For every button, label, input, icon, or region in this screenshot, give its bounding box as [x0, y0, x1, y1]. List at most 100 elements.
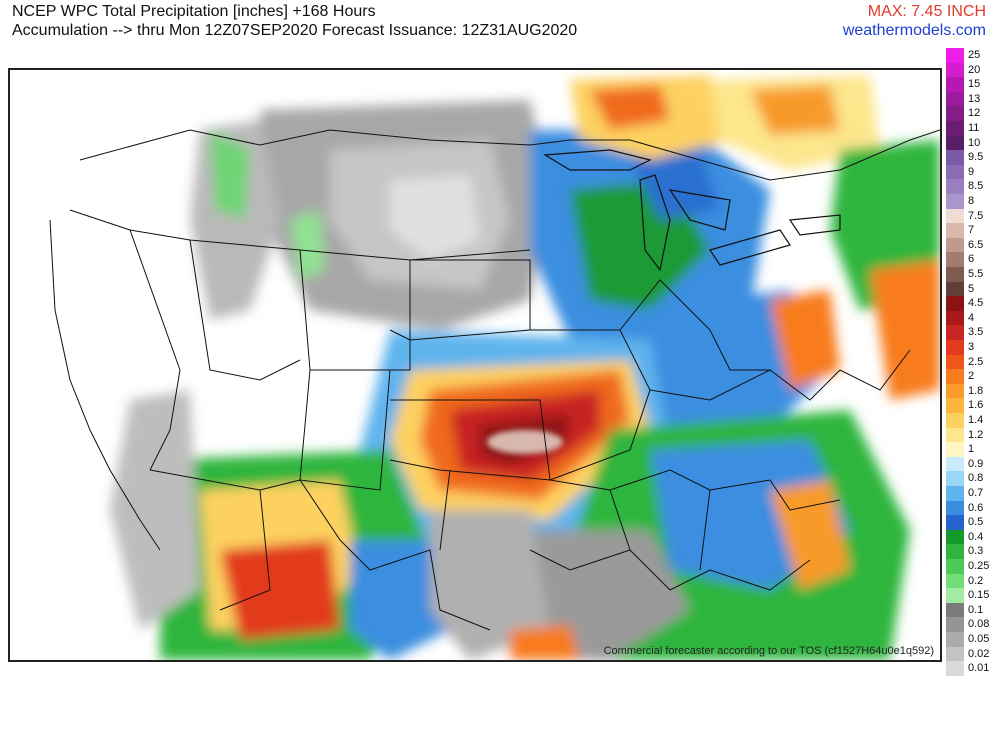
- legend-swatch: [946, 617, 964, 632]
- legend-label: 0.5: [968, 516, 984, 529]
- legend-swatch: [946, 325, 964, 340]
- legend-label: 0.8: [968, 472, 984, 485]
- legend-row: 1.2: [946, 427, 996, 443]
- legend-label: 3.5: [968, 326, 984, 339]
- legend-row: 3.5: [946, 325, 996, 340]
- legend-row: 9.5: [946, 150, 996, 165]
- legend-label: 4: [968, 311, 975, 324]
- legend-row: 13: [946, 91, 996, 107]
- max-precip-label: MAX: 7.45 INCH: [867, 3, 986, 20]
- tos-watermark: Commercial forecaster according to our T…: [603, 645, 934, 657]
- legend-swatch: [946, 223, 964, 238]
- legend-row: 7: [946, 223, 996, 238]
- legend-swatch: [946, 442, 964, 457]
- legend-label: 9.5: [968, 151, 984, 164]
- site-watermark: weathermodels.com: [842, 22, 986, 39]
- legend-label: 2.5: [968, 355, 984, 368]
- legend-row: 2.5: [946, 354, 996, 370]
- legend-swatch: [946, 573, 964, 589]
- legend-label: 1: [968, 443, 975, 456]
- legend-label: 20: [968, 63, 981, 76]
- legend-swatch: [946, 354, 964, 370]
- legend-label: 0.08: [968, 618, 990, 631]
- legend-row: 0.05: [946, 632, 996, 647]
- legend-row: 8.5: [946, 179, 996, 194]
- legend-label: 5: [968, 282, 975, 295]
- legend-row: 1.8: [946, 383, 996, 399]
- map-canvas: [49, 75, 940, 660]
- legend-row: 0.7: [946, 486, 996, 501]
- precip-field: [110, 75, 940, 660]
- legend-label: 0.9: [968, 457, 984, 470]
- legend-swatch: [946, 427, 964, 443]
- legend-swatch: [946, 646, 964, 662]
- legend-label: 12: [968, 107, 981, 120]
- precipitation-map: Commercial forecaster according to our T…: [8, 68, 942, 662]
- legend-swatch: [946, 194, 964, 209]
- legend-row: 1: [946, 442, 996, 457]
- legend-swatch: [946, 281, 964, 297]
- legend-swatch: [946, 106, 964, 121]
- legend-row: 9: [946, 164, 996, 180]
- legend-swatch: [946, 500, 964, 516]
- legend-swatch: [946, 486, 964, 501]
- legend-row: 0.25: [946, 559, 996, 574]
- legend-label: 7.5: [968, 209, 984, 222]
- legend-label: 0.3: [968, 545, 984, 558]
- legend-label: 25: [968, 49, 981, 61]
- legend-swatch: [946, 661, 964, 676]
- legend-label: 0.01: [968, 662, 990, 675]
- legend-label: 11: [968, 122, 980, 134]
- legend-row: 0.5: [946, 515, 996, 530]
- legend-row: 0.1: [946, 602, 996, 618]
- legend-label: 0.7: [968, 487, 984, 499]
- legend-row: 1.4: [946, 413, 996, 428]
- legend-label: 1.4: [968, 414, 984, 426]
- legend-swatch: [946, 179, 964, 194]
- legend-swatch: [946, 150, 964, 165]
- legend-swatch: [946, 413, 964, 428]
- legend-swatch: [946, 252, 964, 267]
- legend-swatch: [946, 237, 964, 253]
- legend-swatch: [946, 398, 964, 413]
- legend-row: 4.5: [946, 296, 996, 311]
- legend-row: 3: [946, 340, 996, 355]
- legend-label: 0.02: [968, 647, 990, 660]
- legend-label: 1.2: [968, 428, 984, 441]
- legend-swatch: [946, 310, 964, 326]
- legend-swatch: [946, 559, 964, 574]
- legend-swatch: [946, 267, 964, 282]
- legend-swatch: [946, 91, 964, 107]
- legend-row: 5.5: [946, 267, 996, 282]
- legend-row: 4: [946, 310, 996, 326]
- legend-row: 0.3: [946, 544, 996, 559]
- legend-label: 9: [968, 165, 975, 178]
- legend-swatch: [946, 632, 964, 647]
- legend-row: 0.6: [946, 500, 996, 516]
- map-title-line-1: NCEP WPC Total Precipitation [inches] +1…: [12, 3, 376, 20]
- legend-label: 8.5: [968, 180, 984, 193]
- legend-label: 15: [968, 78, 981, 91]
- legend-label: 0.05: [968, 633, 990, 645]
- legend-swatch: [946, 48, 964, 63]
- legend-swatch: [946, 544, 964, 559]
- legend-swatch: [946, 602, 964, 618]
- max-core: [487, 430, 563, 454]
- map-title-line-2: Accumulation --> thru Mon 12Z07SEP2020 F…: [12, 22, 578, 39]
- legend-label: 6.5: [968, 238, 984, 251]
- legend-swatch: [946, 121, 964, 136]
- legend-label: 5.5: [968, 268, 984, 280]
- legend-row: 6: [946, 252, 996, 267]
- legend-swatch: [946, 208, 964, 224]
- legend-swatch: [946, 340, 964, 355]
- legend-label: 10: [968, 136, 981, 149]
- legend-swatch: [946, 588, 964, 603]
- legend-row: 10: [946, 135, 996, 151]
- legend-row: 20: [946, 62, 996, 78]
- legend-label: 0.15: [968, 589, 990, 602]
- legend-label: 0.1: [968, 603, 984, 616]
- legend-row: 11: [946, 121, 996, 136]
- legend-swatch: [946, 77, 964, 92]
- legend-swatch: [946, 369, 964, 384]
- legend-row: 0.15: [946, 588, 996, 603]
